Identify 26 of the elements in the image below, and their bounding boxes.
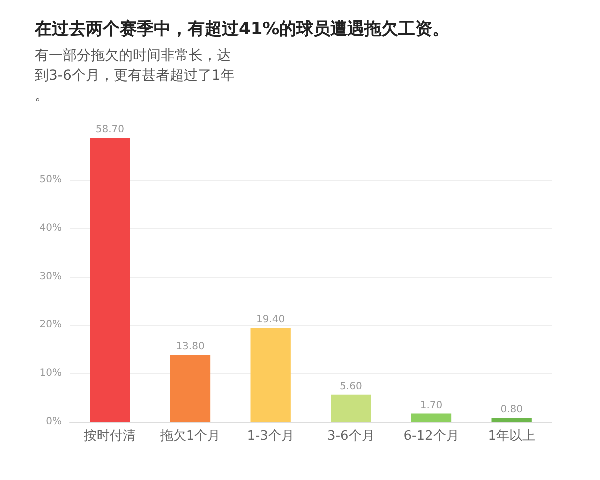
chart-subtitle: 有一部分拖欠的时间非常长，达到3-6个月，更有甚者超过了1年。 xyxy=(35,48,235,104)
y-tick-label: 30% xyxy=(40,271,62,282)
y-tick-label: 20% xyxy=(40,320,62,331)
y-tick-label: 50% xyxy=(40,174,62,186)
data-label: 0.80 xyxy=(500,404,523,416)
x-tick-label: 6-12个月 xyxy=(404,429,460,444)
x-tick-label: 按时付清 xyxy=(84,429,136,444)
bar xyxy=(331,394,372,422)
data-label: 13.80 xyxy=(176,342,205,353)
y-tick-label: 40% xyxy=(40,222,62,234)
x-tick-label: 3-6个月 xyxy=(328,429,375,444)
y-tick-label: 0% xyxy=(46,416,62,428)
x-tick-label: 拖欠1个月 xyxy=(159,429,221,444)
bar xyxy=(250,328,291,422)
data-label: 1.70 xyxy=(420,400,443,412)
bar xyxy=(411,414,452,422)
data-label: 5.60 xyxy=(340,381,362,392)
x-tick-label: 1-3个月 xyxy=(247,429,294,444)
x-tick-label: 1年以上 xyxy=(488,429,536,444)
bar xyxy=(492,418,532,422)
data-label: 19.40 xyxy=(256,314,286,326)
y-tick-label: 10% xyxy=(40,368,62,380)
bar xyxy=(170,355,211,422)
bar xyxy=(90,138,130,422)
data-label: 58.70 xyxy=(96,124,124,136)
chart-title: 在过去两个赛季中，有超过41%的球员遭遇拖欠工资。 xyxy=(34,20,450,40)
